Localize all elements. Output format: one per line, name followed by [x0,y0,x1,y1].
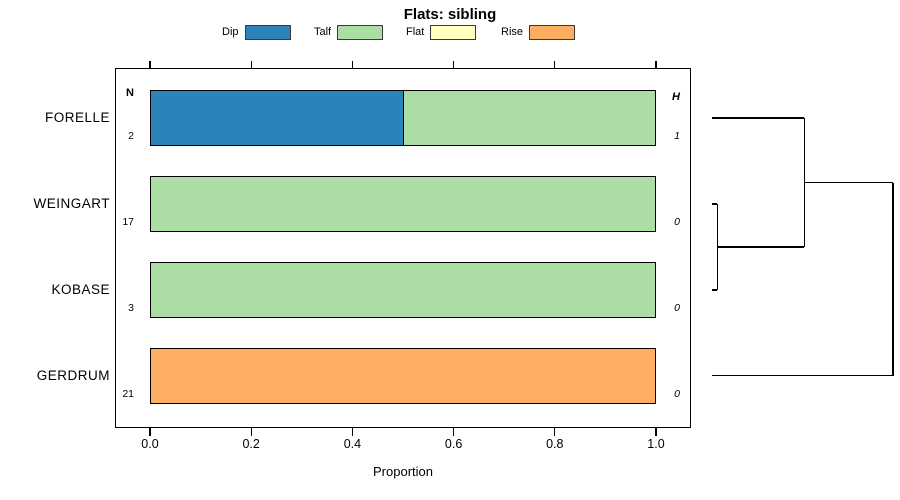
legend-item-rise: Rise [501,24,576,40]
x-axis-top-tick [554,61,556,68]
category-label: GERDRUM [36,367,110,383]
x-axis-top-tick [250,61,252,68]
dendrogram-line [804,181,893,184]
h-column-header: H [672,91,680,103]
chart-title: Flats: sibling [403,6,497,23]
category-label: KOBASE [51,282,110,297]
n-value: 3 [128,302,134,314]
legend-swatch-flat [430,24,477,40]
x-tick-label: 0.6 [444,437,463,451]
x-tick-label: 0.0 [141,437,159,451]
bar-segment-talf [151,177,655,231]
legend-label: Rise [501,26,524,38]
x-tick-label: 0.2 [242,437,260,451]
dendrogram-line [712,117,805,119]
category-label: WEINGART [33,196,110,211]
legend-item-dip: Dip [222,24,291,40]
h-value: 0 [674,216,680,228]
bar-segment-rise [151,348,655,403]
legend-label: Flat [406,26,425,38]
legend-swatch-rise [529,24,576,40]
dendrogram-line [717,246,805,248]
legend-swatch-talf [337,24,384,40]
bar-row-forelle [150,90,656,146]
x-axis-top-tick [351,61,354,68]
x-tick-label: 0.8 [546,437,564,451]
x-axis-bottom-tick [655,428,657,436]
x-tick-label: 0.4 [343,437,362,451]
x-axis-bottom-tick [250,428,252,436]
n-value: 2 [128,130,134,142]
legend-item-flat: Flat [406,24,477,40]
n-value: 17 [122,216,134,228]
bar-segment-talf [151,263,655,317]
category-label: FORELLE [44,110,110,125]
h-value: 0 [674,387,680,400]
x-axis-top-tick [452,61,455,68]
x-axis-bottom-tick [351,428,354,436]
bar-row-gerdrum [150,347,656,404]
bar-segment-talf [403,91,655,145]
bar-row-weingart [150,176,656,232]
x-axis-top-tick [149,61,151,68]
x-tick-label: 1.0 [647,437,665,451]
n-value: 21 [122,387,134,400]
x-axis-title: Proportion [373,464,433,479]
n-column-header: N [126,87,134,99]
x-axis-bottom-tick [554,428,556,436]
x-axis-bottom-tick [149,428,151,436]
dendrogram-line [712,374,893,377]
bar-row-kobase [150,262,656,318]
plot-frame [115,68,691,428]
h-value: 1 [674,130,680,142]
h-value: 0 [674,302,680,314]
dendrogram-line [712,289,718,291]
legend-label: Talf [314,26,332,38]
x-axis-bottom-tick [452,428,455,436]
bar-segment-dip [151,91,403,145]
legend-label: Dip [222,26,239,38]
legend-item-talf: Talf [314,24,384,40]
dendrogram-line [712,203,718,205]
dendrogram-line [892,182,894,376]
legend-swatch-dip [244,24,291,40]
x-axis-top-tick [655,61,657,68]
